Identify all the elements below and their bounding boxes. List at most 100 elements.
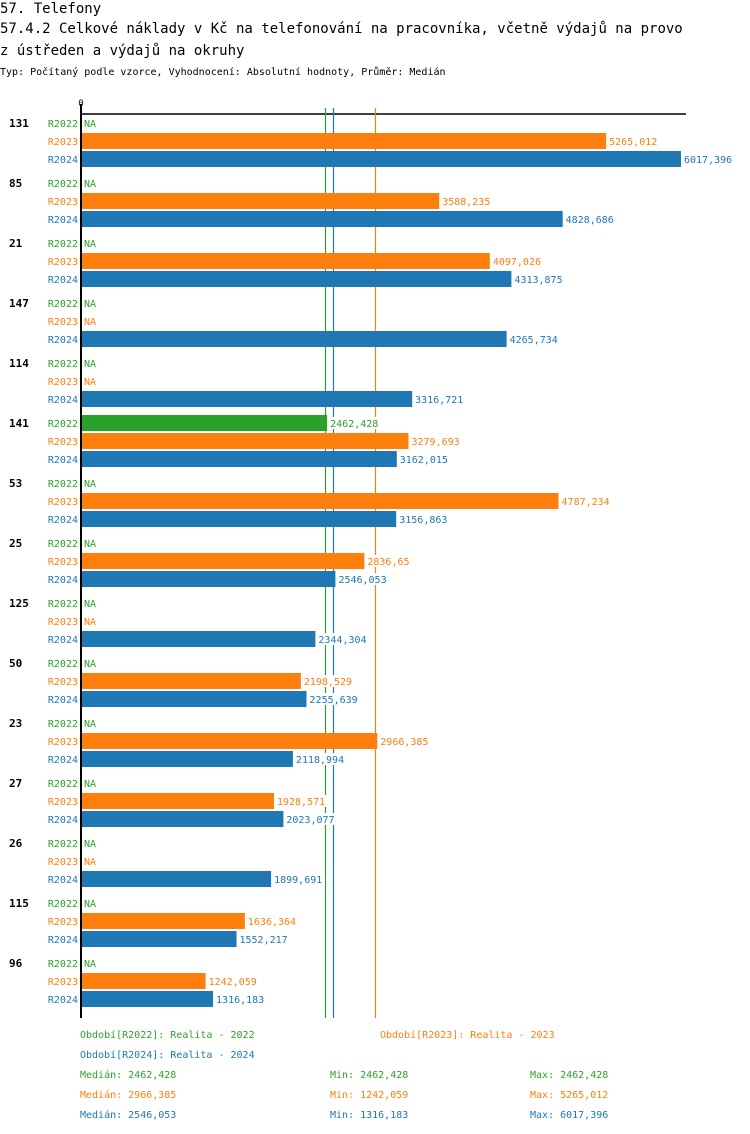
category-label: 50 [9, 657, 22, 670]
series-label-r2024: R2024 [48, 995, 78, 1006]
value-label: 2255,639 [310, 695, 358, 706]
na-label: NA [84, 779, 96, 790]
series-label-r2022: R2022 [48, 179, 78, 190]
bar-r2024 [82, 811, 284, 827]
series-label-r2024: R2024 [48, 515, 78, 526]
value-label: 3162,015 [400, 455, 448, 466]
category-label: 131 [9, 117, 29, 130]
bar-r2022 [82, 415, 328, 431]
bar-r2024 [82, 931, 237, 947]
value-label-bg [284, 813, 338, 825]
stat-min-r2023: Min: 1242,059 [330, 1090, 409, 1101]
value-label: 4828,686 [566, 215, 614, 226]
value-label-bg [507, 333, 561, 345]
bar-r2024 [82, 451, 397, 467]
na-label: NA [84, 617, 96, 628]
series-label-r2023: R2023 [48, 437, 78, 448]
series-label-r2023: R2023 [48, 497, 78, 508]
value-label-bg [274, 795, 328, 807]
series-label-r2022: R2022 [48, 239, 78, 250]
bar-r2023 [82, 193, 440, 209]
value-label: 4097,026 [493, 257, 541, 268]
na-label: NA [84, 317, 96, 328]
value-label-bg [512, 273, 566, 285]
series-label-r2022: R2022 [48, 119, 78, 130]
value-label-bg [559, 495, 613, 507]
value-label: 2836,65 [367, 557, 409, 568]
bar-r2024 [82, 211, 563, 227]
na-label: NA [84, 959, 96, 970]
na-label: NA [84, 719, 96, 730]
chart-title-line-2: z ústředen a výdajů na okruhy [0, 43, 245, 59]
value-label-bg [607, 135, 660, 147]
series-label-r2023: R2023 [48, 977, 78, 988]
bar-r2023 [82, 553, 365, 569]
legend-entry-r2024: Období[R2024]: Realita - 2024 [80, 1050, 255, 1061]
series-label-r2022: R2022 [48, 359, 78, 370]
value-label: 4265,734 [510, 335, 558, 346]
series-label-r2024: R2024 [48, 575, 78, 586]
series-label-r2022: R2022 [48, 479, 78, 490]
series-label-r2024: R2024 [48, 215, 78, 226]
na-label: NA [84, 119, 96, 130]
stat-min-r2022: Min: 2462,428 [330, 1070, 409, 1081]
series-label-r2023: R2023 [48, 137, 78, 148]
bar-r2023 [82, 133, 607, 149]
legend-entry-r2023: Období[R2023]: Realita - 2023 [380, 1030, 555, 1041]
series-label-r2023: R2023 [48, 797, 78, 808]
stat-median-r2022: Medián: 2462,428 [80, 1070, 177, 1081]
category-label: 147 [9, 297, 29, 310]
bar-r2024 [82, 511, 397, 527]
bar-r2024 [82, 391, 413, 407]
value-label-bg [397, 453, 451, 465]
series-label-r2022: R2022 [48, 839, 78, 850]
series-label-r2024: R2024 [48, 155, 78, 166]
value-label-bg [206, 975, 260, 987]
na-label: NA [84, 377, 96, 388]
bar-r2023 [82, 253, 490, 269]
value-label: 3588,235 [442, 197, 490, 208]
value-label-bg [316, 633, 370, 645]
bar-r2023 [82, 793, 274, 809]
category-label: 26 [9, 837, 23, 850]
value-label-bg [397, 513, 451, 525]
bar-r2024 [82, 571, 336, 587]
value-label-bg [245, 915, 299, 927]
value-label: 2118,994 [296, 755, 344, 766]
value-label: 2344,304 [318, 635, 366, 646]
value-label: 1316,183 [216, 995, 264, 1006]
legend-entry-r2022: Období[R2022]: Realita - 2022 [80, 1030, 255, 1041]
bar-r2023 [82, 493, 559, 509]
category-label: 27 [9, 777, 22, 790]
series-label-r2023: R2023 [48, 317, 78, 328]
na-label: NA [84, 839, 96, 850]
series-label-r2022: R2022 [48, 959, 78, 970]
series-label-r2023: R2023 [48, 257, 78, 268]
value-label: 2546,053 [338, 575, 386, 586]
bar-r2024 [82, 691, 307, 707]
value-label-bg [440, 195, 493, 207]
value-label: 5265,012 [609, 137, 657, 148]
stat-median-r2024: Medián: 2546,053 [80, 1110, 177, 1121]
stat-max-r2022: Max: 2462,428 [530, 1070, 609, 1081]
bar-r2024 [82, 331, 507, 347]
series-label-r2024: R2024 [48, 875, 78, 886]
category-label: 23 [9, 717, 22, 730]
value-label: 2966,385 [380, 737, 428, 748]
series-label-r2022: R2022 [48, 299, 78, 310]
bar-r2023 [82, 913, 245, 929]
section-title: 57. Telefony [0, 1, 102, 17]
bar-r2023 [82, 973, 206, 989]
na-label: NA [84, 299, 96, 310]
series-label-r2023: R2023 [48, 677, 78, 688]
value-label: 4313,875 [514, 275, 562, 286]
value-label-bg [214, 993, 267, 1005]
category-label: 115 [9, 897, 29, 910]
series-label-r2024: R2024 [48, 935, 78, 946]
bar-r2024 [82, 151, 681, 167]
value-label: 1552,217 [240, 935, 288, 946]
series-label-r2024: R2024 [48, 815, 78, 826]
value-label: 1636,364 [248, 917, 296, 928]
value-label: 1242,059 [209, 977, 257, 988]
value-label-bg [293, 753, 347, 765]
